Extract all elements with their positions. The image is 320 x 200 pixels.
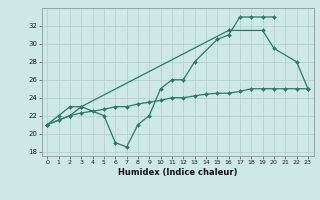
X-axis label: Humidex (Indice chaleur): Humidex (Indice chaleur)	[118, 168, 237, 177]
